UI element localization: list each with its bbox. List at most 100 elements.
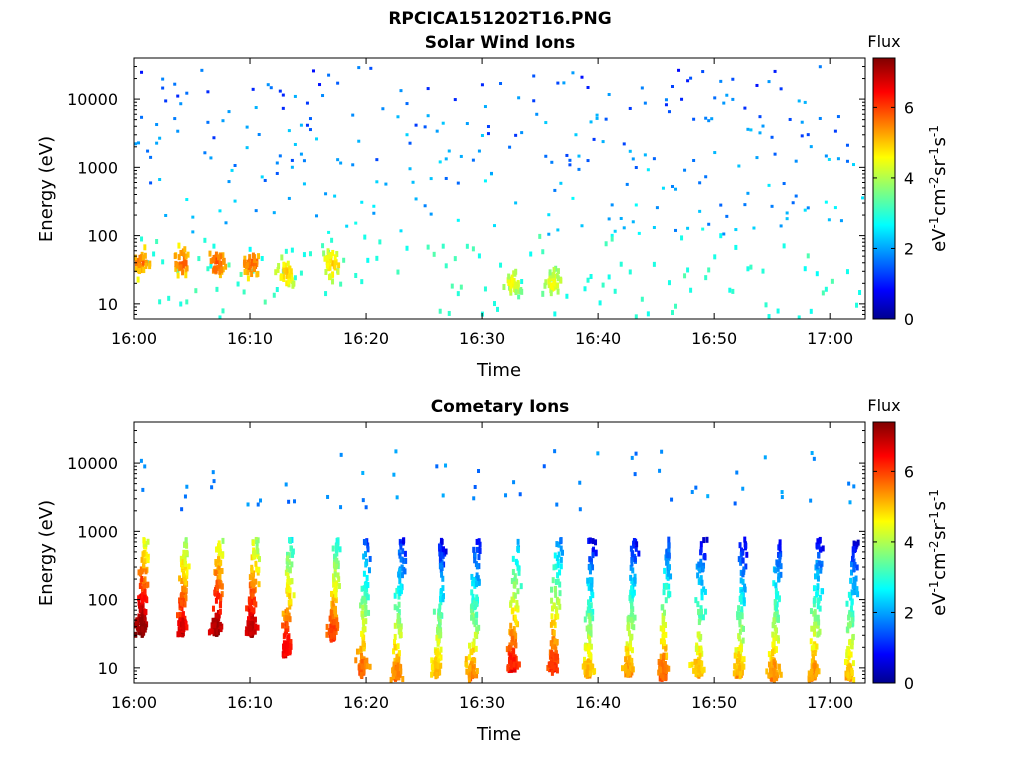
heatmap-cell: [743, 586, 747, 593]
heatmap-cell: [134, 266, 138, 273]
heatmap-cell: [707, 267, 711, 273]
heatmap-cell: [546, 665, 550, 672]
heatmap-cell: [734, 647, 738, 654]
heatmap-cell: [288, 593, 292, 600]
heatmap-cell: [812, 456, 816, 461]
heatmap-cell: [191, 230, 195, 234]
heatmap-cell: [256, 548, 260, 555]
heatmap-cell: [552, 280, 556, 287]
heatmap-cell: [393, 592, 397, 599]
heatmap-cell: [332, 581, 336, 588]
heatmap-cell: [335, 580, 339, 587]
heatmap-cell: [287, 559, 291, 566]
heatmap-cell: [289, 643, 293, 650]
heatmap-cell: [680, 235, 684, 241]
heatmap-cell: [819, 564, 823, 571]
cometary-panel: Cometary Ions 16:00 16:10 16:20 16:30 16:40 1…: [36, 396, 950, 745]
heatmap-cell: [800, 120, 804, 124]
heatmap-cell: [230, 168, 234, 172]
heatmap-cell: [512, 657, 516, 664]
heatmap-cell: [290, 276, 294, 283]
heatmap-cell: [769, 667, 773, 674]
heatmap-cell: [810, 451, 814, 456]
heatmap-cell: [699, 645, 703, 652]
heatmap-cell: [626, 616, 630, 623]
heatmap-cell: [705, 536, 709, 543]
heatmap-cell: [664, 645, 668, 652]
heatmap-cell: [288, 647, 292, 654]
heatmap-cell: [700, 650, 704, 657]
heatmap-cell: [514, 642, 518, 649]
heatmap-cell: [472, 618, 476, 625]
y-tick-label: 10: [98, 295, 118, 314]
heatmap-cell: [469, 649, 473, 656]
heatmap-cell: [699, 633, 703, 640]
heatmap-cell: [140, 236, 144, 242]
heatmap-cell: [740, 624, 744, 631]
heatmap-cell: [555, 555, 559, 562]
heatmap-cell: [397, 549, 401, 556]
heatmap-cell: [623, 663, 627, 670]
heatmap-cell: [630, 589, 634, 596]
heatmap-cell: [177, 254, 181, 261]
heatmap-cell: [331, 600, 335, 607]
heatmap-cell: [698, 671, 702, 678]
heatmap-cell: [666, 570, 670, 577]
heatmap-cell: [138, 583, 142, 590]
heatmap-cell: [774, 615, 778, 622]
heatmap-cell: [246, 502, 250, 507]
heatmap-cell: [477, 538, 481, 545]
heatmap-cell: [695, 644, 699, 651]
heatmap-cell: [697, 666, 701, 673]
heatmap-cell: [589, 602, 593, 609]
heatmap-cell: [667, 280, 671, 286]
heatmap-cell: [778, 542, 782, 549]
x-tick-label: 16:20: [343, 693, 389, 712]
heatmap-cell: [253, 616, 257, 623]
heatmap-cell: [286, 260, 290, 267]
heatmap-cell: [665, 665, 669, 672]
heatmap-cell: [556, 578, 560, 585]
heatmap-cell: [367, 567, 371, 574]
heatmap-cell: [628, 269, 632, 275]
heatmap-cell: [707, 222, 711, 226]
heatmap-cell: [847, 591, 851, 598]
heatmap-cell: [613, 288, 617, 294]
heatmap-cell: [253, 599, 257, 606]
x-axis-label: Time: [476, 360, 521, 381]
heatmap-cell: [440, 571, 444, 578]
heatmap-cell: [253, 628, 257, 635]
heatmap-cell: [338, 546, 342, 553]
heatmap-cell: [797, 99, 801, 103]
heatmap-cell: [818, 537, 822, 544]
heatmap-cell: [583, 661, 587, 668]
heatmap-cell: [363, 610, 367, 617]
heatmap-cell: [274, 269, 278, 276]
heatmap-cell: [365, 663, 369, 670]
heatmap-cell: [286, 635, 290, 642]
heatmap-cell: [177, 242, 181, 249]
unit-base: eV: [929, 228, 950, 252]
heatmap-cell: [767, 661, 771, 668]
heatmap-cell: [809, 638, 813, 645]
heatmap-cell: [287, 129, 291, 133]
heatmap-cell: [686, 267, 690, 273]
heatmap-cell: [774, 588, 778, 595]
heatmap-cell: [852, 546, 856, 553]
heatmap-cell: [813, 621, 817, 628]
heatmap-cell: [335, 543, 339, 550]
heatmap-cell: [640, 296, 644, 302]
heatmap-cell: [184, 537, 188, 544]
heatmap-cell: [743, 536, 747, 543]
heatmap-cell: [529, 251, 533, 257]
heatmap-cell: [434, 667, 438, 674]
heatmap-cell: [146, 538, 150, 545]
heatmap-cell: [839, 219, 843, 223]
heatmap-cell: [815, 562, 819, 569]
heatmap-cell: [552, 271, 556, 278]
unit-exponent: -1: [927, 581, 941, 593]
heatmap-cell: [578, 480, 582, 485]
unit-base: cm: [929, 552, 950, 579]
heatmap-cell: [393, 661, 397, 668]
heatmap-cell: [477, 253, 481, 259]
